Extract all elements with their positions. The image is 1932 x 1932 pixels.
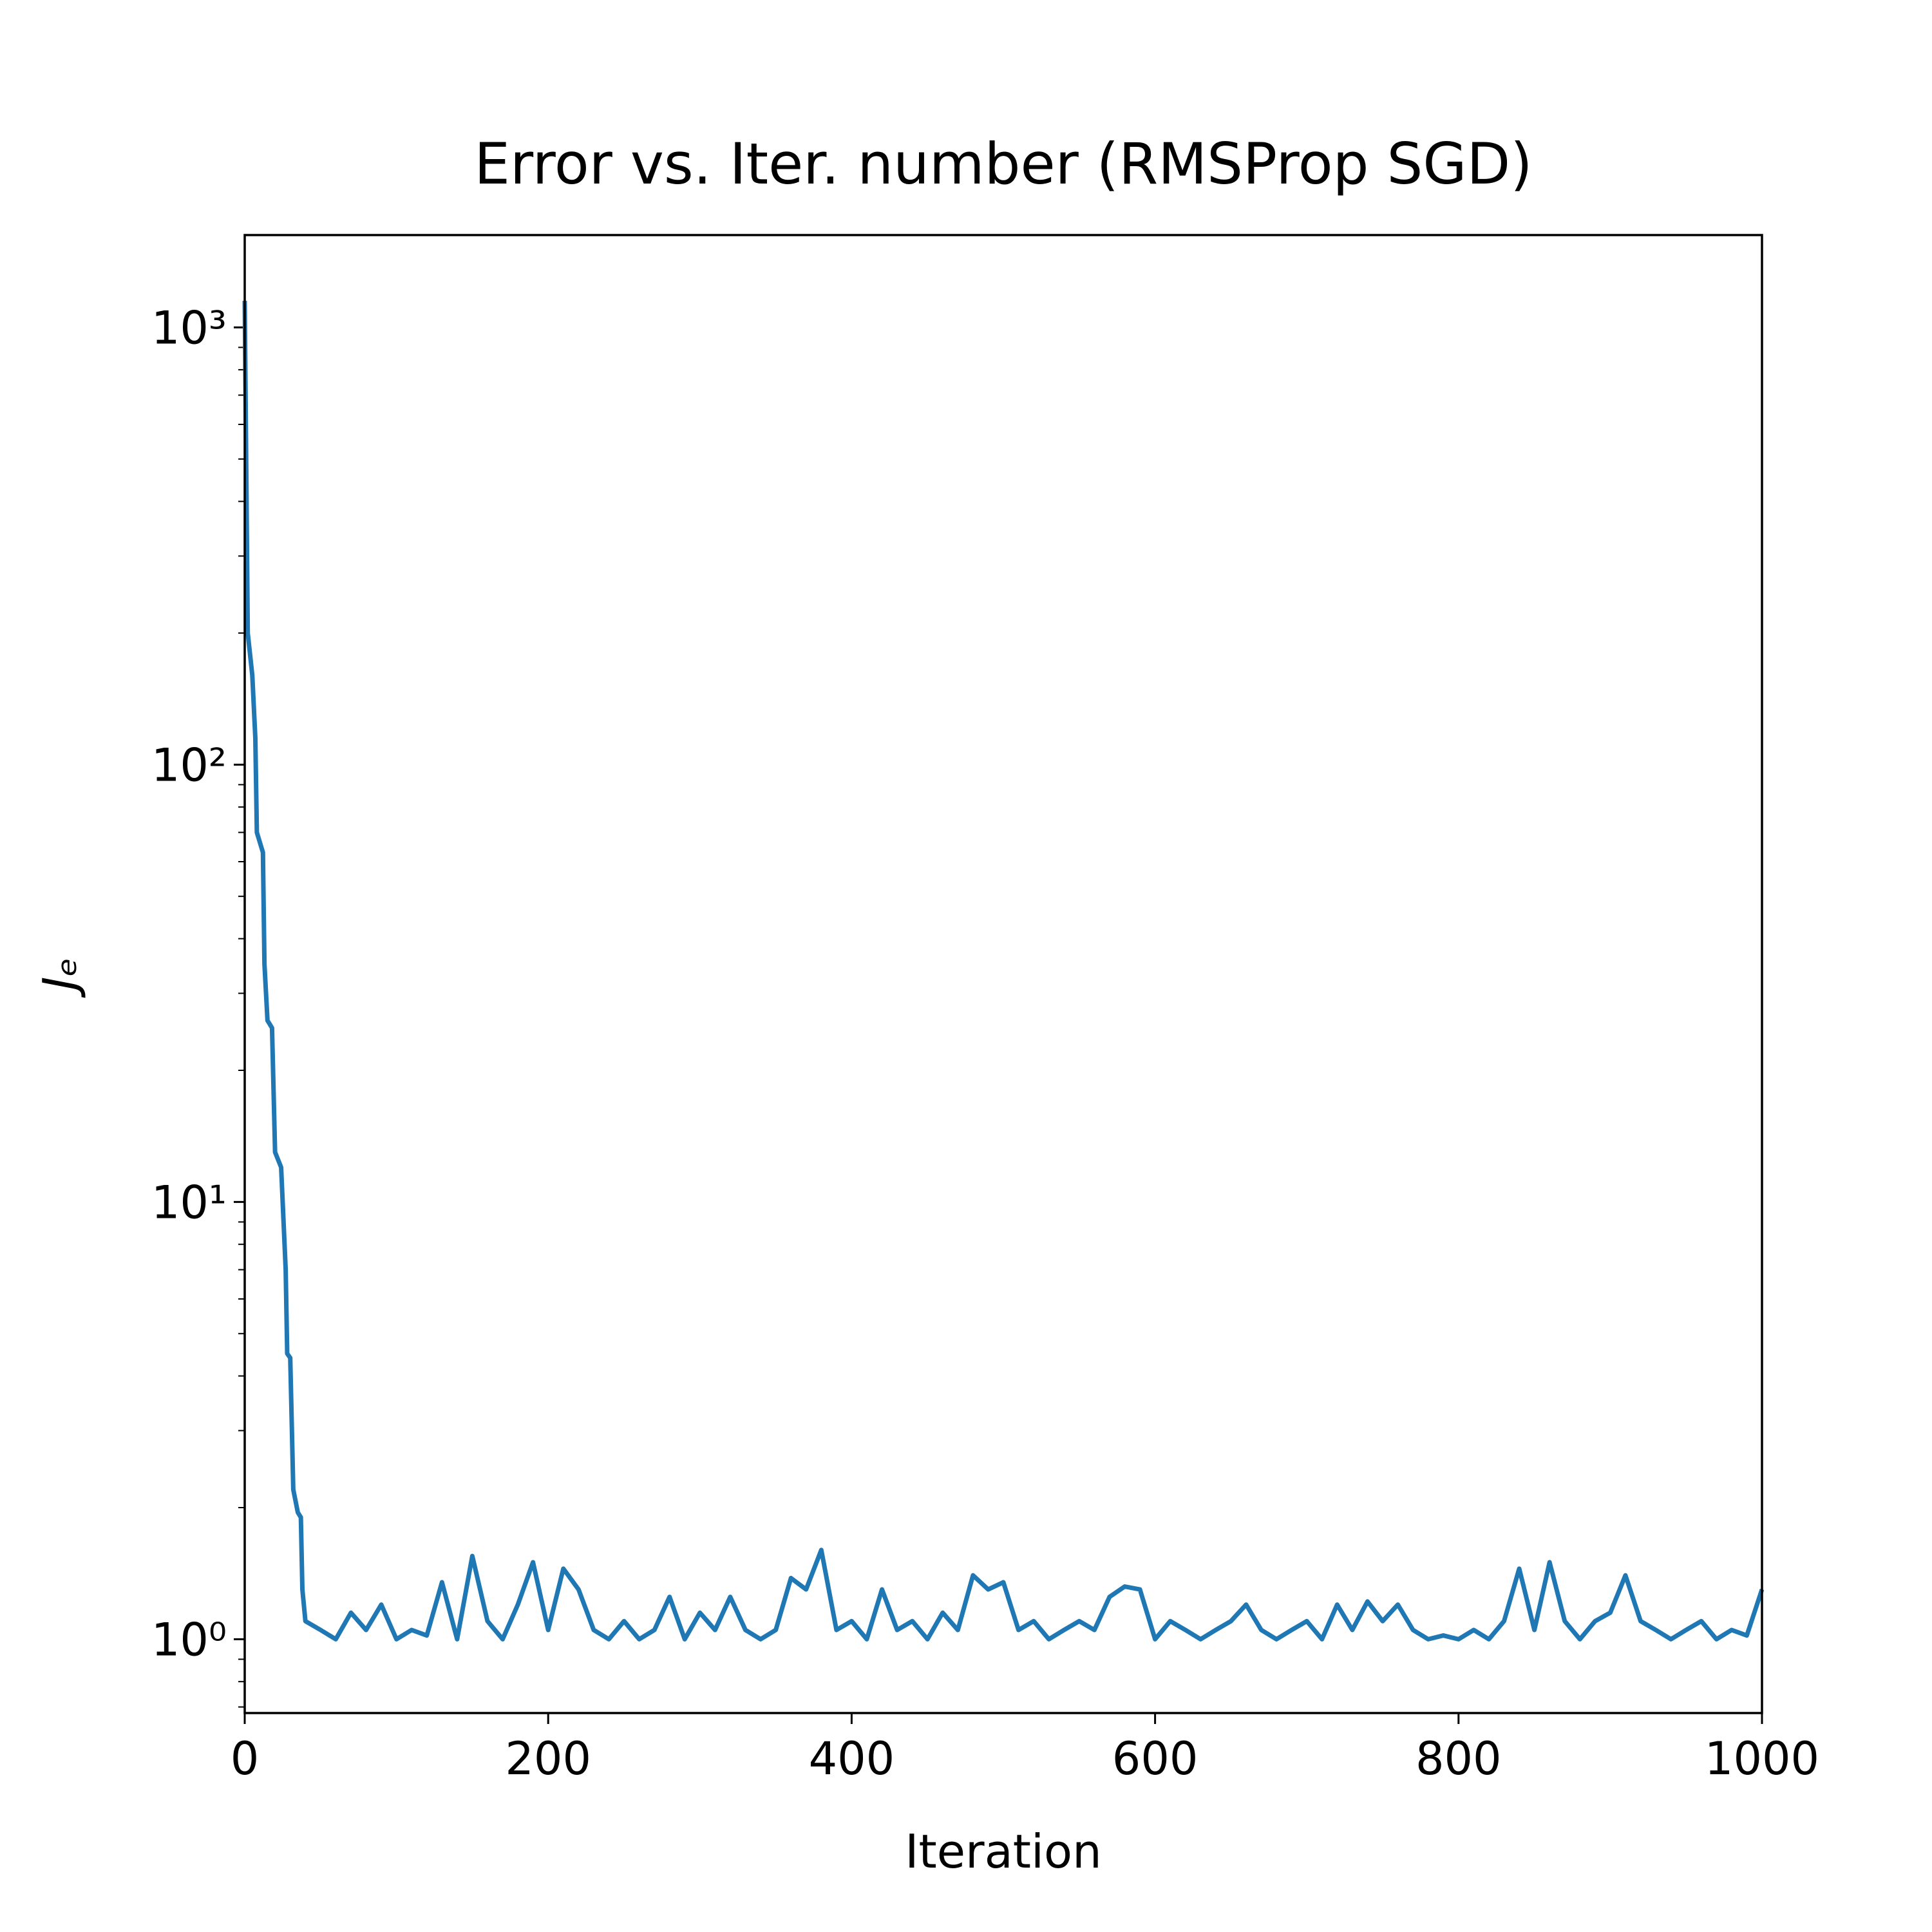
y-axis-label: Jₑ: [33, 957, 87, 998]
y-tick-label: 10¹: [151, 1176, 227, 1229]
x-tick-label: 0: [231, 1732, 260, 1785]
x-tick-label: 600: [1112, 1732, 1198, 1785]
y-tick-label: 10⁰: [151, 1613, 227, 1666]
x-tick-label: 1000: [1705, 1732, 1819, 1785]
plot-frame: [243, 234, 1763, 1714]
x-tick-label: 800: [1416, 1732, 1502, 1785]
y-tick-label: 10²: [151, 739, 227, 791]
x-tick-label: 200: [505, 1732, 591, 1785]
x-axis-label: Iteration: [905, 1824, 1101, 1879]
line-series: [242, 301, 1765, 1642]
y-tick-label: 10³: [151, 301, 227, 354]
chart-title: Error vs. Iter. number (RMSProp SGD): [474, 131, 1532, 197]
x-tick-label: 400: [809, 1732, 895, 1785]
